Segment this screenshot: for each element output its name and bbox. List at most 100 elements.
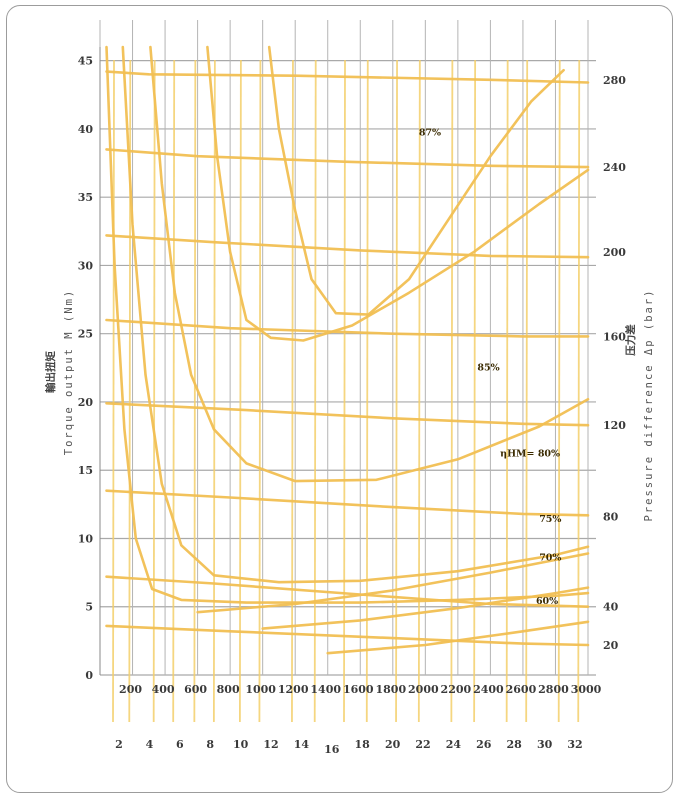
efficiency-label-0: 87% (419, 128, 441, 139)
x-tick-label-2: 600 (184, 683, 207, 696)
x-tick-label-7: 1600 (343, 683, 374, 696)
speed-line-6 (238, 59, 242, 723)
speed-line-4 (193, 59, 197, 723)
secondary-x-tick-label-4: 10 (233, 738, 249, 751)
x-tick-label-14: 3000 (571, 683, 602, 696)
secondary-x-tick-labels: 2 4 6 8 10 12 14 16 18 20 22 24 26 28 30 32 (115, 738, 582, 756)
y-tick-label-7: 35 (78, 191, 93, 204)
x-tick-label-12: 2600 (506, 683, 537, 696)
right-tick-label-0: 20 (603, 639, 619, 652)
series-lines (105, 45, 590, 655)
x-tick-label-5: 1200 (278, 683, 309, 696)
speed-line-18 (557, 59, 561, 723)
speed-line-10 (343, 59, 346, 723)
speed-line-17 (525, 59, 529, 723)
series-line-15 (326, 620, 590, 655)
efficiency-label-1: 85% (477, 363, 499, 374)
secondary-x-tick-label-9: 20 (385, 738, 401, 751)
speed-line-0 (112, 59, 115, 723)
right-axis-label: Pressure difference Δp (bar) (643, 288, 655, 521)
secondary-x-tick-label-8: 18 (355, 738, 371, 751)
y-tick-label-3: 15 (78, 464, 93, 477)
secondary-x-tick-label-15: 32 (567, 738, 582, 751)
series-line-2 (105, 234, 590, 259)
secondary-x-tick-label-13: 28 (507, 738, 523, 751)
secondary-x-tick-label-0: 2 (115, 738, 123, 751)
x-tick-label-8: 1800 (375, 683, 406, 696)
secondary-x-tick-label-6: 14 (294, 738, 310, 751)
series-line-3 (105, 318, 590, 338)
secondary-x-tick-label-14: 30 (537, 738, 553, 751)
efficiency-label-5: 60% (536, 596, 558, 607)
efficiency-label-2: ηHM= 80% (500, 449, 560, 460)
series-line-9 (121, 45, 590, 584)
efficiency-labels: 87% 85% ηHM= 80% 75% 70% 60% (419, 128, 562, 607)
secondary-x-tick-label-12: 26 (476, 738, 492, 751)
x-tick-label-4: 1000 (245, 683, 276, 696)
series-line-12 (267, 45, 565, 316)
speed-line-7 (258, 59, 262, 723)
grid (99, 20, 596, 676)
x-tick-labels: 200 400 600 800 1000 1200 1400 1600 1800 2000 2200… (119, 683, 602, 696)
speed-line-14 (450, 59, 454, 723)
y-tick-label-6: 30 (78, 259, 94, 272)
speed-line-5 (212, 59, 216, 723)
speed-line-13 (417, 59, 421, 723)
y-tick-label-9: 45 (78, 55, 93, 68)
series-line-11 (206, 45, 590, 342)
secondary-x-tick-label-7: 16 (324, 743, 340, 756)
series-line-5 (105, 489, 590, 517)
right-tick-label-7: 280 (603, 74, 626, 87)
right-tick-label-4: 160 (603, 330, 626, 343)
secondary-x-tick-label-3: 8 (206, 738, 214, 751)
x-tick-label-0: 200 (119, 683, 142, 696)
efficiency-label-3: 75% (539, 514, 561, 525)
chart-frame (6, 5, 673, 793)
y-tick-labels: 0 5 10 15 20 25 30 35 40 45 (78, 55, 94, 682)
right-axis-label-cn: 压力差 (624, 324, 637, 356)
right-tick-label-3: 120 (603, 419, 626, 432)
x-tick-label-11: 2400 (473, 683, 504, 696)
y-tick-label-4: 20 (78, 396, 94, 409)
right-tick-label-5: 200 (603, 246, 626, 259)
x-tick-label-1: 400 (152, 683, 175, 696)
series-line-13 (196, 552, 590, 614)
speed-lines (112, 59, 581, 723)
series-line-4 (105, 402, 590, 427)
y-tick-label-8: 40 (78, 123, 94, 136)
secondary-x-tick-label-5: 12 (263, 738, 278, 751)
secondary-x-tick-label-11: 24 (446, 738, 462, 751)
y-axis-label: Torque output M (Nm) (63, 289, 75, 455)
efficiency-label-4: 70% (539, 552, 561, 563)
series-line-10 (149, 45, 590, 483)
secondary-x-tick-label-2: 6 (176, 738, 184, 751)
y-tick-label-0: 0 (85, 669, 93, 682)
secondary-x-tick-label-1: 4 (146, 738, 154, 751)
speed-line-8 (291, 59, 294, 723)
series-line-8 (105, 45, 590, 604)
y-axis-label-cn: 輸出扭矩 (44, 351, 57, 393)
x-tick-label-6: 1400 (310, 683, 341, 696)
series-line-1 (105, 148, 590, 169)
y-tick-label-2: 10 (78, 532, 94, 545)
speed-line-2 (152, 59, 156, 723)
speed-line-3 (172, 59, 176, 723)
x-tick-label-3: 800 (217, 683, 240, 696)
speed-line-19 (577, 59, 581, 723)
x-tick-label-9: 2000 (408, 683, 439, 696)
speed-line-15 (473, 59, 477, 723)
secondary-x-tick-label-10: 22 (415, 738, 430, 751)
y-tick-label-1: 5 (85, 601, 93, 614)
speed-line-16 (505, 59, 509, 723)
right-tick-labels: 20 40 80 120 160 200 240 280 (603, 74, 626, 652)
right-tick-label-1: 40 (603, 601, 619, 614)
series-line-0 (105, 70, 590, 84)
x-tick-label-10: 2200 (441, 683, 472, 696)
speed-line-11 (365, 59, 369, 723)
right-tick-label-2: 80 (603, 511, 619, 524)
series-line-7 (105, 624, 590, 647)
series-line-14 (261, 586, 590, 630)
right-tick-label-6: 240 (603, 161, 626, 174)
speed-line-12 (395, 59, 398, 723)
